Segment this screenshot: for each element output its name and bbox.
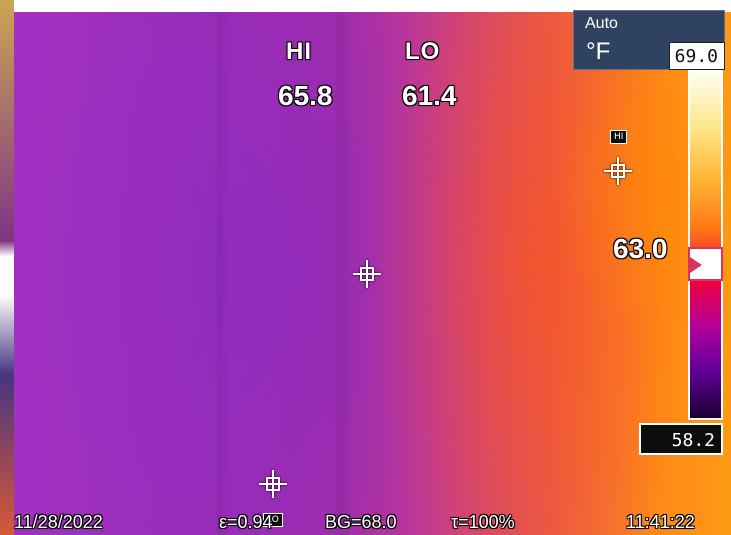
time-text: 11:41:22 — [626, 512, 695, 532]
scale-pointer-icon — [688, 247, 723, 281]
hi-marker-tag: HI — [610, 130, 628, 144]
range-max-value: 69.0 — [674, 46, 718, 67]
scale-current-value: 63.0 — [613, 233, 668, 264]
hi-value: 65.8 — [278, 80, 333, 111]
left-edge-strip — [0, 0, 14, 535]
status-bar: 11/28/2022 ε=0.94 BG=68.0 τ=100% 11:41:2… — [14, 512, 731, 535]
center-crosshair-icon — [353, 260, 382, 289]
range-mode-label: Auto — [585, 15, 618, 32]
transmission-text: τ=100% — [451, 512, 515, 532]
lo-label: LO — [405, 38, 441, 65]
range-min-box: 58.2 — [639, 423, 723, 455]
background-temp-text: BG=68.0 — [325, 512, 397, 532]
emissivity-text: ε=0.94 — [219, 512, 273, 532]
lo-crosshair-icon — [259, 470, 288, 499]
temperature-unit: °F — [586, 38, 611, 65]
hi-crosshair-icon — [604, 157, 633, 186]
range-min-value: 58.2 — [671, 430, 715, 451]
lo-marker-tag: LO — [263, 513, 283, 527]
lo-value: 61.4 — [402, 80, 457, 111]
date-text: 11/28/2022 — [14, 512, 103, 532]
hi-label: HI — [286, 38, 312, 65]
color-scale-bar — [688, 70, 723, 420]
range-max-box: 69.0 — [669, 42, 725, 70]
